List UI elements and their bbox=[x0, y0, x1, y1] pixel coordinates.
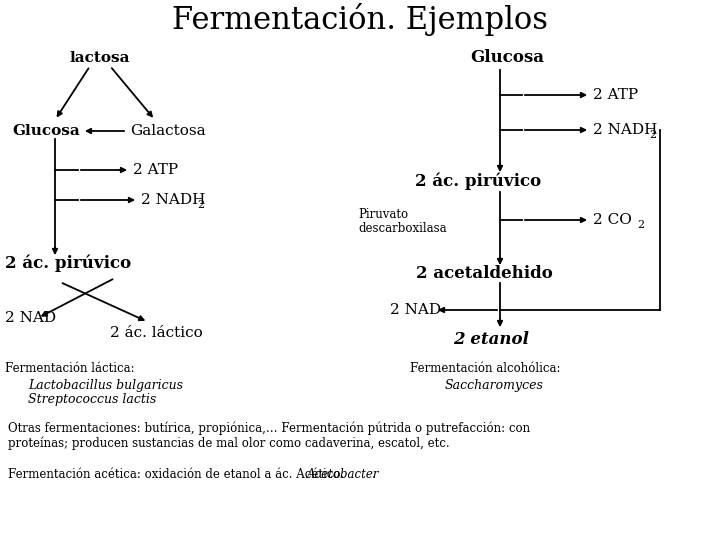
Text: 2 NAD: 2 NAD bbox=[5, 311, 56, 325]
Text: Piruvato: Piruvato bbox=[358, 208, 408, 221]
Text: 2: 2 bbox=[197, 200, 204, 210]
Text: Streptococcus lactis: Streptococcus lactis bbox=[28, 394, 156, 407]
Text: Acetobacter: Acetobacter bbox=[307, 469, 379, 482]
Text: Fermentación láctica:: Fermentación láctica: bbox=[5, 361, 135, 375]
Text: .: . bbox=[372, 469, 376, 482]
Text: Galactosa: Galactosa bbox=[130, 124, 206, 138]
Text: Lactobacillus bulgaricus: Lactobacillus bulgaricus bbox=[28, 379, 183, 392]
Text: Saccharomyces: Saccharomyces bbox=[445, 379, 544, 392]
Text: Fermentación. Ejemplos: Fermentación. Ejemplos bbox=[172, 3, 548, 37]
Text: 2: 2 bbox=[637, 220, 644, 230]
Text: 2 acetaldehido: 2 acetaldehido bbox=[416, 266, 553, 282]
Text: lactosa: lactosa bbox=[70, 51, 130, 65]
Text: 2 ATP: 2 ATP bbox=[593, 88, 638, 102]
Text: 2 NADH: 2 NADH bbox=[593, 123, 657, 137]
Text: 2 ác. láctico: 2 ác. láctico bbox=[110, 326, 203, 340]
Text: 2 NADH: 2 NADH bbox=[141, 193, 205, 207]
Text: 2 NAD: 2 NAD bbox=[390, 303, 441, 317]
Text: Fermentación acética: oxidación de etanol a ác. Acético.: Fermentación acética: oxidación de etano… bbox=[8, 469, 348, 482]
Text: 2 CO: 2 CO bbox=[593, 213, 632, 227]
Text: Glucosa: Glucosa bbox=[12, 124, 80, 138]
Text: descarboxilasa: descarboxilasa bbox=[358, 221, 446, 234]
Text: 2 ác. pirúvico: 2 ác. pirúvico bbox=[5, 254, 131, 272]
Text: 2: 2 bbox=[649, 130, 656, 140]
Text: Otras fermentaciones: butírica, propiónica,… Fermentación pútrida o putrefacción: Otras fermentaciones: butírica, propióni… bbox=[8, 421, 530, 435]
Text: Fermentación alcohólica:: Fermentación alcohólica: bbox=[410, 361, 560, 375]
Text: Glucosa: Glucosa bbox=[470, 50, 544, 66]
Text: proteínas; producen sustancias de mal olor como cadaverina, escatol, etc.: proteínas; producen sustancias de mal ol… bbox=[8, 436, 449, 450]
Text: 2 ác. pirúvico: 2 ác. pirúvico bbox=[415, 172, 541, 190]
Text: 2 etanol: 2 etanol bbox=[453, 332, 529, 348]
Text: 2 ATP: 2 ATP bbox=[133, 163, 178, 177]
